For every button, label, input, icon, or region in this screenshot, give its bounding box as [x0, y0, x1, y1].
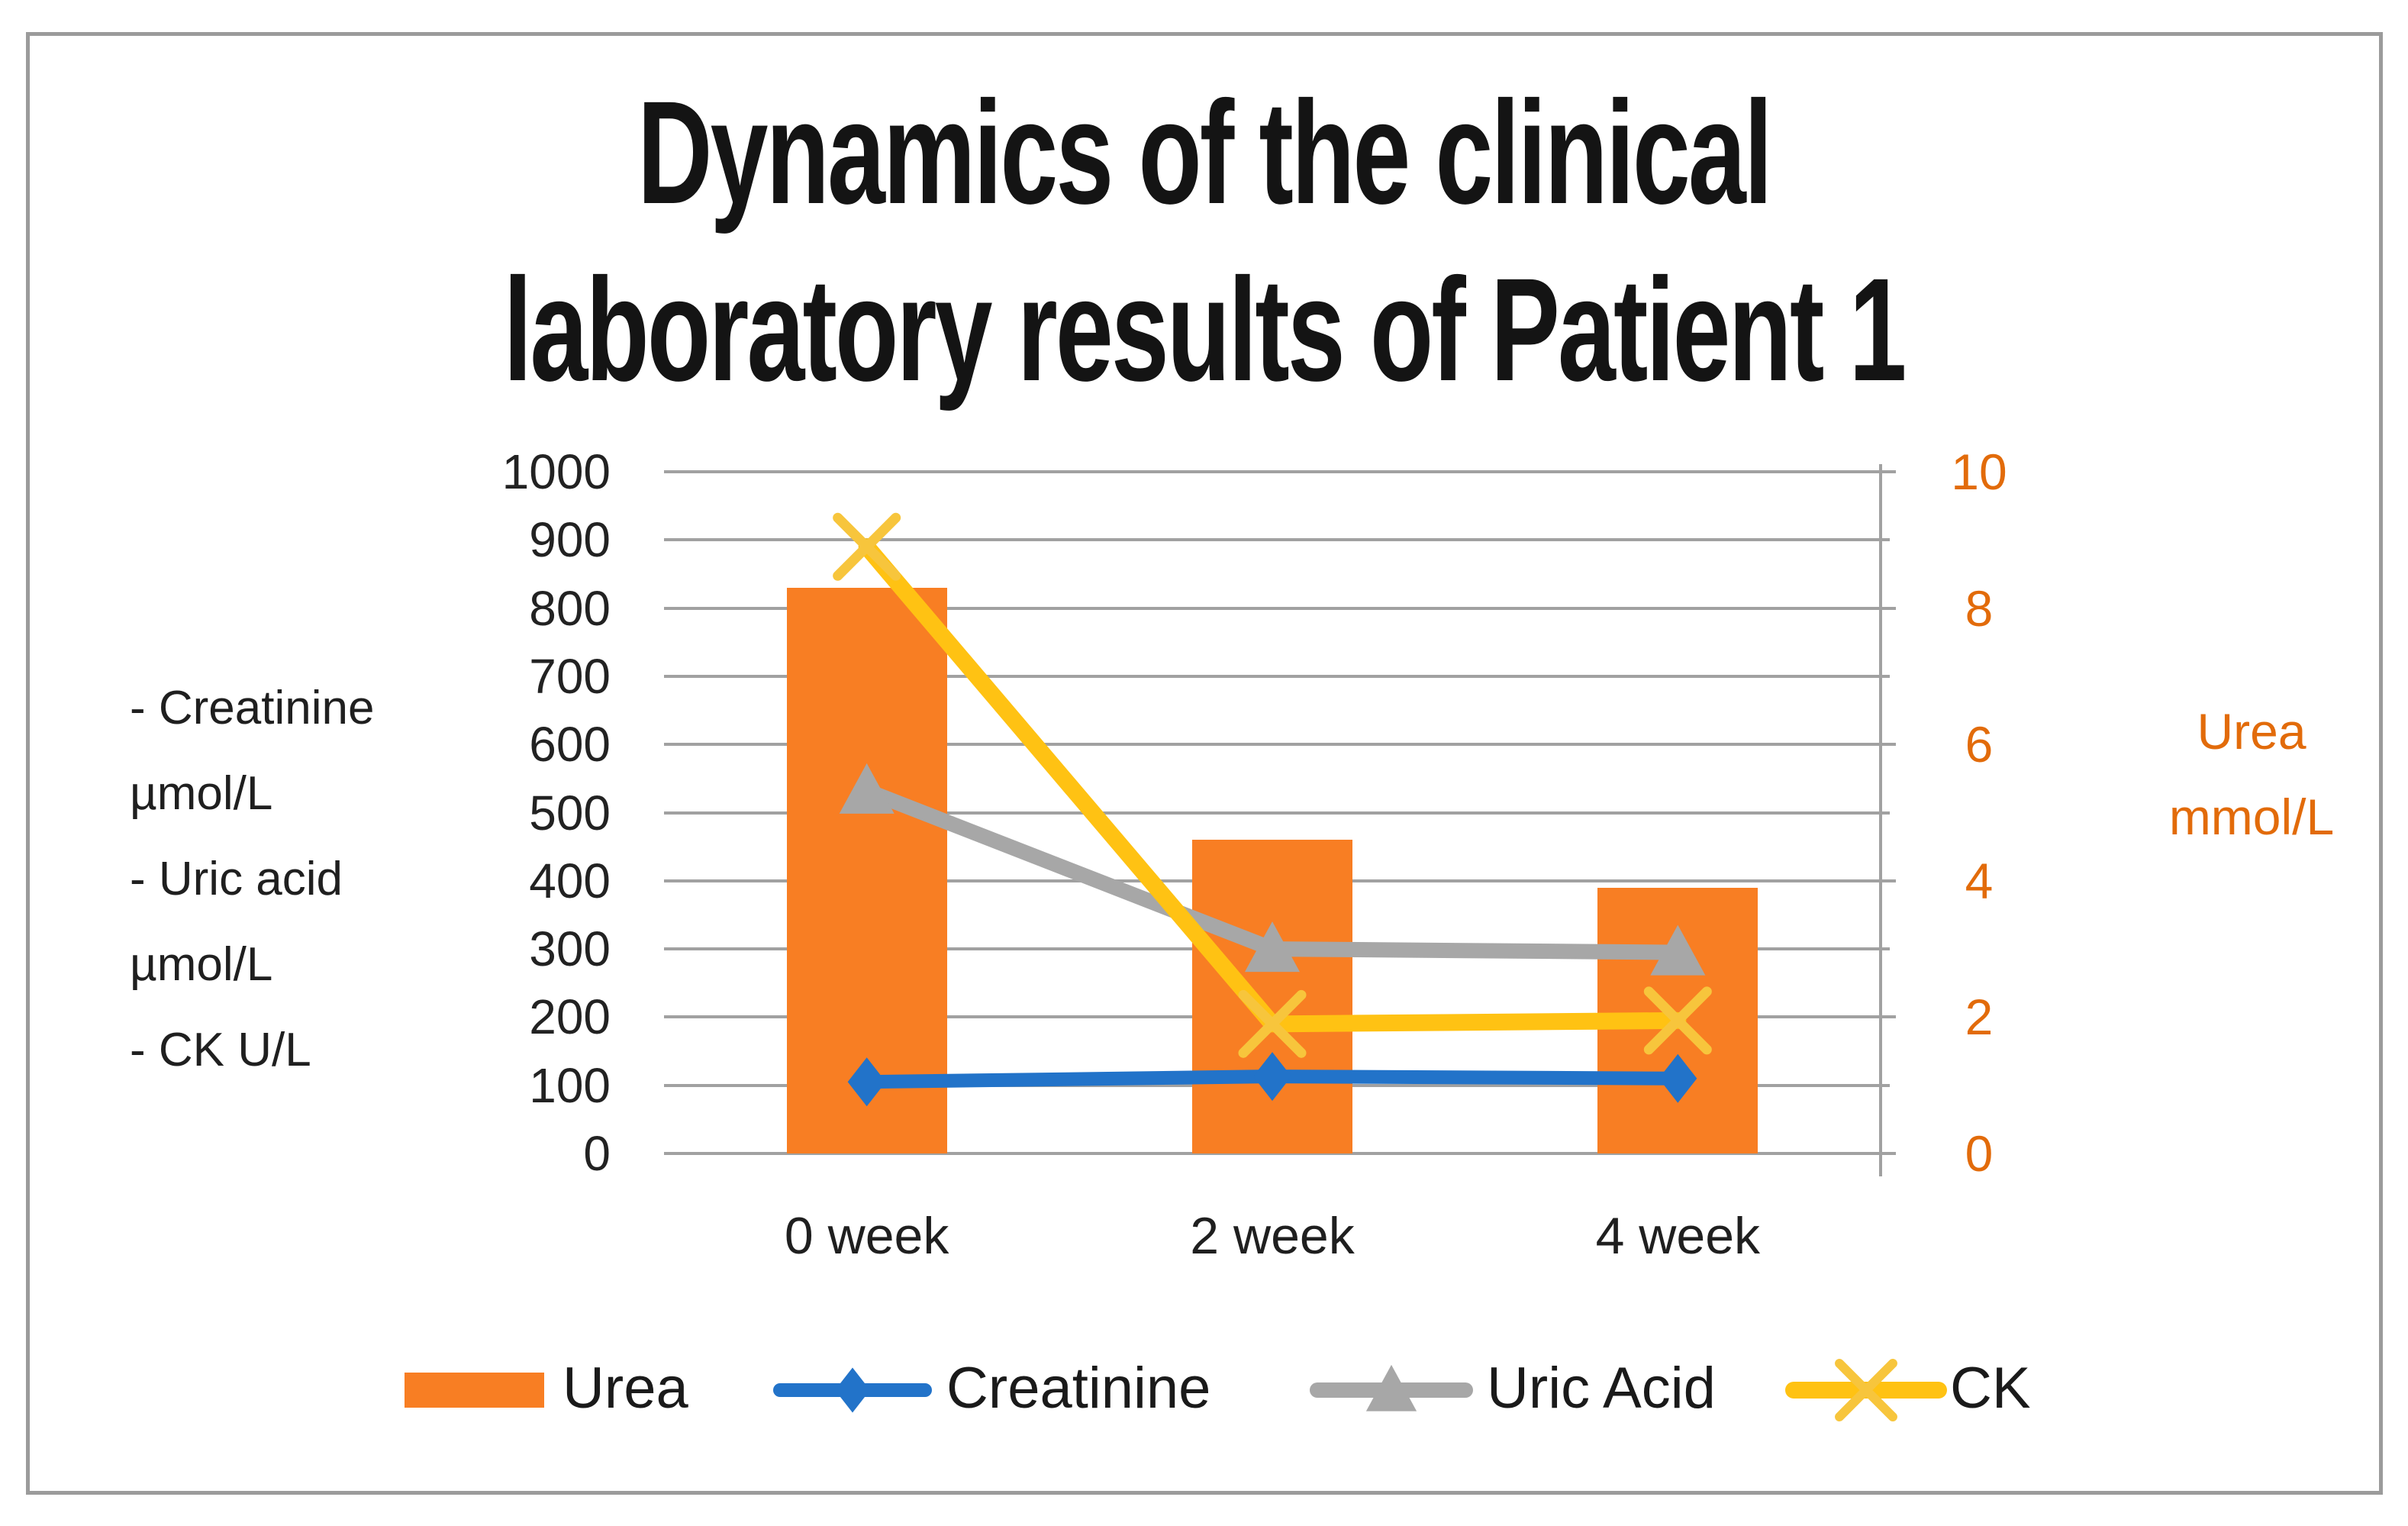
legend-swatch-bar — [405, 1373, 544, 1408]
chart-title-line2: laboratory results of Patient 1 — [503, 247, 1907, 411]
diamond-marker — [1253, 1052, 1291, 1102]
right-axis-major-tick — [1865, 743, 1896, 747]
right-axis-major-tick — [1865, 1152, 1896, 1155]
diamond-marker — [847, 1057, 886, 1107]
left-axis-tick-label: 700 — [529, 648, 611, 704]
left-axis-tick-label: 300 — [529, 921, 611, 977]
left-axis-note-line: - Creatinine — [130, 682, 375, 734]
right-axis-title-line2: mmol/L — [2168, 789, 2335, 845]
gridline — [664, 470, 1881, 473]
x-axis-tick-label: 4 week — [1595, 1207, 1761, 1265]
right-axis-tick-label: 0 — [1965, 1125, 1994, 1182]
gridline — [664, 811, 1881, 815]
x-marker — [1643, 986, 1712, 1055]
diamond-marker — [835, 1367, 870, 1413]
left-axis-note: - Creatinine µmol/L - Uric acid µmol/L - CK … — [130, 666, 588, 1093]
right-axis-line — [1879, 464, 1882, 1176]
triangle-marker — [1650, 924, 1706, 976]
right-axis-major-tick — [1865, 1015, 1896, 1019]
gridline — [664, 606, 1881, 610]
left-axis-tick-label: 0 — [583, 1126, 611, 1181]
diamond-marker — [1659, 1053, 1697, 1103]
right-axis-minor-tick — [1871, 1083, 1890, 1087]
left-axis-tick-label: 500 — [529, 785, 611, 840]
x-marker — [1238, 989, 1307, 1058]
left-axis-tick-label: 800 — [529, 580, 611, 636]
right-axis-minor-tick — [1871, 538, 1890, 542]
left-axis-note-line: - CK U/L — [130, 1024, 311, 1076]
right-axis-tick-label: 10 — [1951, 444, 2007, 500]
right-axis-title: Urea mmol/L — [2099, 689, 2404, 860]
legend-label-uric-acid: Uric Acid — [1487, 1356, 1716, 1421]
triangle-marker — [1365, 1364, 1417, 1411]
right-axis-tick-label: 4 — [1965, 852, 1994, 909]
right-axis-major-tick — [1865, 606, 1896, 610]
x-marker — [1835, 1359, 1897, 1421]
left-axis-note-line: µmol/L — [130, 938, 273, 991]
left-axis-tick-label: 900 — [529, 512, 611, 568]
x-marker — [833, 512, 901, 581]
chart-title: Dynamics of the clinical laboratory resu… — [349, 64, 2058, 418]
gridline — [664, 1152, 1881, 1155]
x-axis-tick-label: 2 week — [1190, 1207, 1355, 1265]
legend-label-urea: Urea — [563, 1356, 688, 1421]
gridline — [664, 743, 1881, 747]
right-axis-tick-label: 6 — [1965, 716, 1994, 773]
triangle-marker — [1245, 921, 1300, 973]
legend-label-creatinine: Creatinine — [946, 1356, 1211, 1421]
left-axis-tick-label: 1000 — [501, 444, 611, 499]
chart-title-line1: Dynamics of the clinical — [637, 70, 1773, 234]
right-axis-major-tick — [1865, 470, 1896, 473]
left-axis-tick-label: 400 — [529, 853, 611, 908]
left-axis-note-line: µmol/L — [130, 767, 273, 820]
left-axis-tick-label: 600 — [529, 717, 611, 773]
right-axis-minor-tick — [1871, 674, 1890, 678]
right-axis-minor-tick — [1871, 947, 1890, 951]
gridline — [664, 538, 1881, 542]
gridline — [664, 674, 1881, 678]
right-axis-tick-label: 2 — [1965, 989, 1994, 1046]
left-axis-tick-label: 100 — [529, 1057, 611, 1113]
legend-label-ck: CK — [1950, 1356, 2031, 1421]
x-axis-tick-label: 0 week — [784, 1207, 949, 1265]
left-axis-tick-label: 200 — [529, 989, 611, 1045]
right-axis-title-line1: Urea — [2197, 703, 2306, 760]
triangle-marker — [839, 763, 895, 814]
bar-urea — [1192, 840, 1352, 1153]
right-axis-major-tick — [1865, 879, 1896, 882]
right-axis-minor-tick — [1871, 811, 1890, 815]
right-axis-tick-label: 8 — [1965, 579, 1994, 637]
left-axis-note-line: - Uric acid — [130, 853, 343, 905]
